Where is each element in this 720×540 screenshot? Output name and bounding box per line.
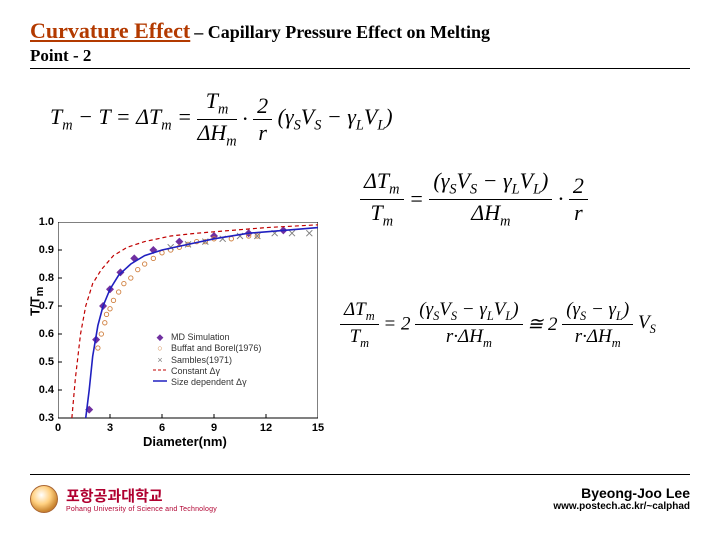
title-connector: – [194,22,208,42]
xtick: 12 [256,422,276,434]
legend-const: Constant Δγ [171,366,220,377]
ytick: 1.0 [26,216,54,228]
ytick: 0.6 [26,328,54,340]
equation-1: Tm − T = ΔTm = TmΔHm · 2r (γSVS − γLVL) [50,90,393,148]
ytick: 0.5 [26,356,54,368]
title-main: Curvature Effect [30,18,190,43]
chart-svg [58,222,318,422]
ytick: 0.9 [26,244,54,256]
ytick: 0.7 [26,300,54,312]
title-row: Curvature Effect – Capillary Pressure Ef… [30,18,690,69]
xtick: 15 [308,422,328,434]
university-name-en: Pohang University of Science and Technol… [66,506,217,513]
ytick: 0.8 [26,272,54,284]
university-name-kr: 포항공과대학교 [66,485,163,506]
xtick: 3 [100,422,120,434]
xtick: 6 [152,422,172,434]
legend-buffat: Buffat and Borel(1976) [171,343,261,354]
chart-legend: ◆MD Simulation ○Buffat and Borel(1976) ×… [153,332,261,388]
author-url: www.postech.ac.kr/~calphad [553,501,690,512]
ytick: 0.4 [26,384,54,396]
footer-left: 포항공과대학교 Pohang University of Science and… [30,485,217,513]
title-sub2: Point - 2 [30,46,690,66]
legend-sizedep: Size dependent Δγ [171,377,247,388]
legend-md: MD Simulation [171,332,230,343]
author-name: Byeong-Joo Lee [553,485,690,501]
x-axis-label: Diameter(nm) [143,434,227,449]
title-sub: Capillary Pressure Effect on Melting [208,22,490,42]
footer: 포항공과대학교 Pohang University of Science and… [30,474,690,518]
university-logo-icon [30,485,58,513]
melting-chart: T/Tm Diameter(nm) 0.30.40.50.60.70.80.91… [58,222,318,422]
equation-2: ΔTmTm = (γSVS − γLVL)ΔHm · 2r [360,170,588,228]
equation-3: ΔTmTm = 2 (γSVS − γLVL)r·ΔHm ≅ 2 (γS − γ… [340,300,656,349]
xtick: 0 [48,422,68,434]
xtick: 9 [204,422,224,434]
footer-right: Byeong-Joo Lee www.postech.ac.kr/~calpha… [553,485,690,512]
legend-sambles: Sambles(1971) [171,355,232,366]
